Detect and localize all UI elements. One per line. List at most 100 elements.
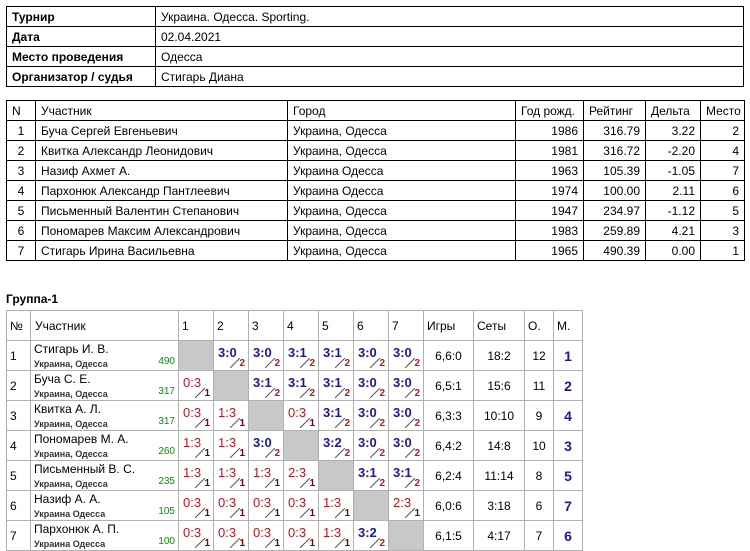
group-row: 1 Стигарь И. В. 490 Украина, Одесса 3:0 2 3:0 2… — [6, 340, 583, 371]
result-cell: 0:3 1 — [213, 490, 249, 521]
result-points: 2 — [274, 448, 280, 459]
cell: Квитка Александр Леонидович — [35, 140, 288, 161]
result-cell: 1:3 1 — [248, 460, 284, 491]
result-score: 3:0 — [358, 435, 377, 450]
row-number: 7 — [6, 520, 31, 551]
result-cell: 3:0 2 — [353, 400, 389, 431]
slash — [265, 388, 275, 398]
result-points: 2 — [414, 418, 420, 429]
info-label: Организатор / судья — [6, 66, 156, 87]
group-row: 2 Буча С. Е. 317 Украина, Одесса 0:3 1 3:1 2 3:1… — [6, 370, 583, 401]
name: Пархонюк А. П. — [34, 522, 120, 536]
result-points: 1 — [414, 508, 420, 519]
result-cell: 3:1 2 — [248, 370, 284, 401]
result-points: 2 — [239, 358, 245, 369]
slash — [195, 508, 205, 518]
slash — [335, 358, 345, 368]
place: 7 — [553, 490, 583, 521]
result-score: 3:0 — [393, 345, 412, 360]
cell: Пархонюк Александр Пантлеевич — [35, 180, 288, 201]
result-score: 1:3 — [253, 465, 272, 480]
games: 6,3:3 — [423, 400, 474, 431]
total: 6 — [524, 490, 554, 521]
blank-cell — [318, 460, 354, 491]
cell: 3 — [700, 220, 745, 241]
total: 12 — [524, 340, 554, 371]
blank-cell — [213, 370, 249, 401]
result-cell: 3:0 2 — [388, 370, 424, 401]
games: 6,5:1 — [423, 370, 474, 401]
sets: 11:14 — [473, 460, 525, 491]
name: Письменный В. С. — [34, 462, 136, 476]
result-points: 2 — [414, 358, 420, 369]
cell: 1981 — [515, 140, 584, 161]
slash — [195, 478, 205, 488]
header-cell: 3 — [248, 310, 284, 341]
cell: Украина, Одесса — [287, 140, 516, 161]
result-points: 1 — [239, 508, 245, 519]
player-row: 3 Назиф Ахмет А. Украина Одесса 1963 105.39-… — [6, 160, 745, 181]
city: Украина, Одесса — [34, 389, 108, 399]
result-cell: 1:3 1 — [178, 430, 214, 461]
name: Буча С. Е. — [34, 372, 91, 386]
cell: 6 — [700, 180, 745, 201]
result-score: 0:3 — [218, 525, 237, 540]
cell: 1947 — [515, 200, 584, 221]
result-cell: 3:0 2 — [388, 400, 424, 431]
info-row: Турнир Украина. Одесса. Sporting. — [6, 6, 744, 27]
header-cell: 5 — [318, 310, 354, 341]
cell: 4 — [6, 180, 36, 201]
rating: 260 — [158, 446, 175, 457]
result-points: 2 — [344, 448, 350, 459]
result-points: 2 — [379, 418, 385, 429]
participant: Буча С. Е. 317 Украина, Одесса — [30, 370, 179, 401]
player-row: 7 Стигарь Ирина Васильевна Украина, Одесса… — [6, 240, 745, 261]
sets: 10:10 — [473, 400, 525, 431]
group-row: 4 Пономарев М. А. 260 Украина, Одесса 1:3 1 1:… — [6, 430, 583, 461]
player-row: 6 Пономарев Максим Александрович Украина, … — [6, 220, 745, 241]
cell: 316.72 — [583, 140, 646, 161]
info-label: Дата — [6, 26, 156, 47]
result-points: 1 — [204, 388, 210, 399]
result-points: 2 — [379, 448, 385, 459]
result-score: 3:0 — [218, 345, 237, 360]
cell: 1974 — [515, 180, 584, 201]
result-cell: 0:3 1 — [213, 520, 249, 551]
slash — [300, 478, 310, 488]
slash — [335, 508, 345, 518]
header-cell: Рейтинг — [583, 100, 646, 121]
rating: 490 — [158, 356, 175, 367]
header-cell: Год рожд. — [515, 100, 584, 121]
result-points: 1 — [204, 508, 210, 519]
result-cell: 3:2 2 — [318, 430, 354, 461]
result-cell: 3:1 2 — [283, 340, 319, 371]
info-value: 02.04.2021 — [155, 26, 744, 47]
name: Пономарев М. А. — [34, 432, 129, 446]
city: Украина, Одесса — [34, 449, 108, 459]
place: 4 — [553, 400, 583, 431]
header-cell: О. — [524, 310, 554, 341]
header-cell: М. — [553, 310, 583, 341]
blank-cell — [248, 400, 284, 431]
blank-cell — [283, 430, 319, 461]
slash — [405, 358, 415, 368]
place: 6 — [553, 520, 583, 551]
cell: Буча Сергей Евгеньевич — [35, 120, 288, 141]
slash — [370, 448, 380, 458]
result-cell: 0:3 1 — [283, 400, 319, 431]
cell: 3.22 — [645, 120, 701, 141]
place: 5 — [553, 460, 583, 491]
slash — [405, 388, 415, 398]
result-score: 1:3 — [183, 435, 202, 450]
result-cell: 3:1 2 — [318, 400, 354, 431]
slash — [405, 478, 415, 488]
name: Назиф А. А. — [34, 492, 101, 506]
total: 7 — [524, 520, 554, 551]
row-number: 6 — [6, 490, 31, 521]
place: 3 — [553, 430, 583, 461]
result-cell: 0:3 1 — [283, 490, 319, 521]
slash — [265, 448, 275, 458]
players-table: N Участник Город Год рожд. Рейтинг Дельта Мест… — [6, 100, 745, 261]
row-number: 5 — [6, 460, 31, 491]
header-row: N Участник Город Год рожд. Рейтинг Дельта Мест… — [6, 100, 745, 121]
